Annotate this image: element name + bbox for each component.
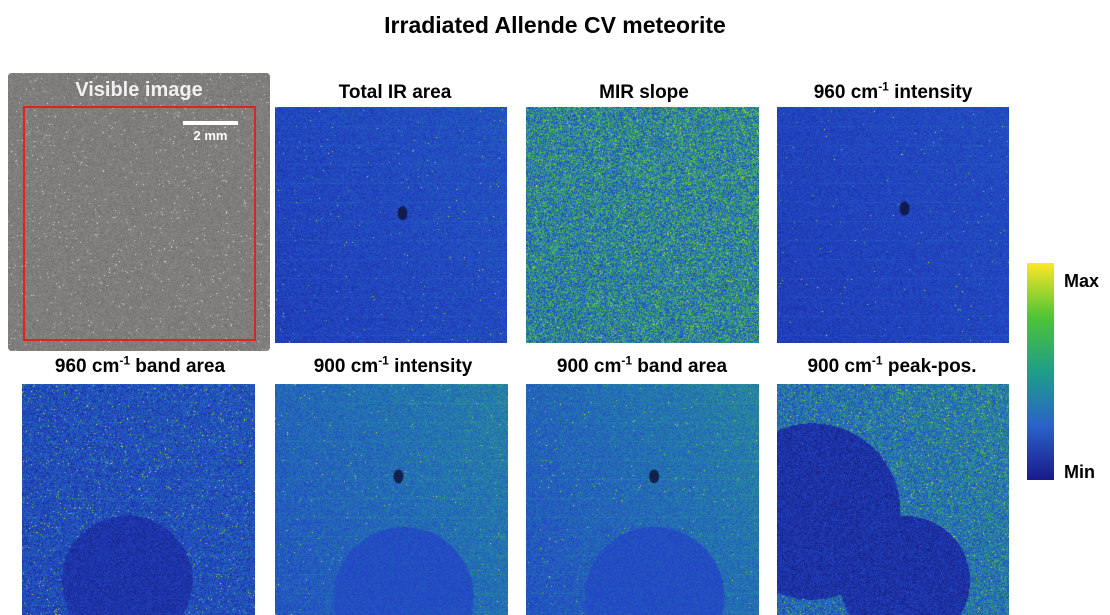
map-image (526, 107, 759, 343)
panel-title-960-intensity: 960 cm-1 intensity (773, 79, 1013, 104)
map-image (777, 107, 1009, 343)
panel-title-sup: -1 (378, 353, 389, 368)
analysis-area-frame (23, 106, 256, 341)
panel-title-tail: intensity (388, 356, 473, 377)
panel-title-text: 900 cm (313, 356, 379, 377)
panel-title-tail: peak-pos. (882, 356, 977, 377)
panel-title-tail: intensity (888, 82, 973, 103)
colorbar-max-label: Max (1064, 271, 1100, 291)
panel-title-sup: -1 (878, 79, 889, 94)
panel-title-960-band-area: 960 cm-1 band area (20, 353, 260, 378)
panel-title-text: 900 cm (556, 356, 622, 377)
panel-title-sup: -1 (119, 353, 131, 368)
panel-title-text: 960 cm (54, 356, 120, 377)
panel-title-tail: band area (632, 356, 728, 377)
panel-title-sup: -1 (871, 353, 883, 368)
panel-title-text: MIR slope (599, 82, 689, 103)
scale-bar (183, 121, 238, 125)
panel-title-900-band-area: 900 cm-1 band area (522, 353, 762, 378)
figure-title: Irradiated Allende CV meteorite (384, 12, 726, 38)
map-total-ir-area (275, 107, 507, 343)
visible-image (8, 73, 270, 351)
map-image (526, 384, 759, 615)
panel-title-tail: band area (130, 356, 226, 377)
visible-image-panel: Visible image 2 mm (8, 73, 270, 351)
panel-title-text: Total IR area (338, 82, 452, 103)
map-image (22, 384, 255, 615)
map-900-band-area (526, 384, 759, 615)
map-960-band-area (22, 384, 255, 615)
visible-image-label: Visible image (75, 79, 203, 101)
map-image (275, 384, 508, 615)
panel-title-900-peak-pos: 900 cm-1 peak-pos. (772, 353, 1012, 378)
colorbar-min-label: Min (1064, 462, 1095, 482)
panel-title-text: 960 cm (813, 82, 879, 103)
map-960-intensity (777, 107, 1009, 343)
map-900-peak-pos (777, 384, 1009, 615)
panel-title-900-intensity: 900 cm-1 intensity (273, 353, 513, 378)
map-mir-slope (526, 107, 759, 343)
map-900-intensity (275, 384, 508, 615)
panel-title-total-ir-area: Total IR area (275, 82, 515, 104)
panel-title-text: 900 cm (807, 356, 872, 377)
map-image (777, 384, 1009, 615)
scale-bar-label: 2 mm (193, 128, 228, 143)
map-image (275, 107, 507, 343)
colorbar (1027, 263, 1054, 480)
panel-title-sup: -1 (621, 353, 633, 368)
panel-title-mir-slope: MIR slope (524, 82, 764, 104)
